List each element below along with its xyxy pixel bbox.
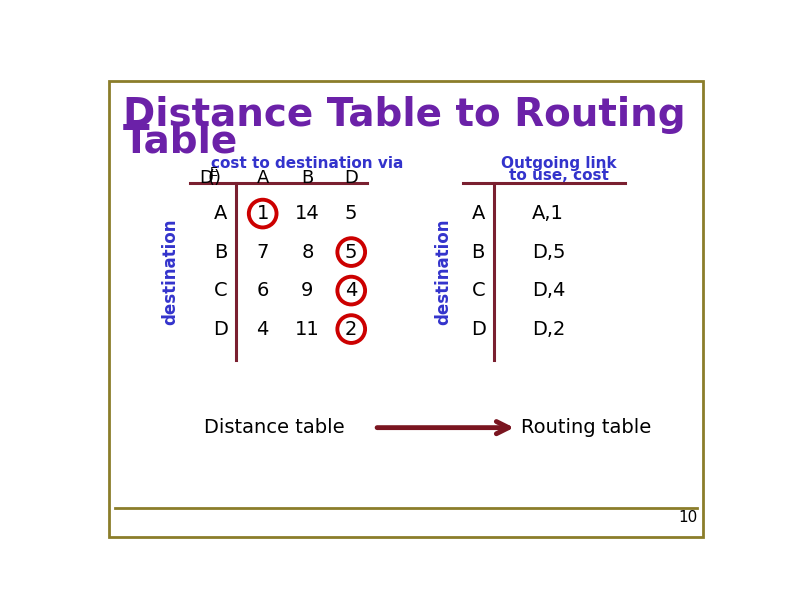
Text: 10: 10	[679, 510, 698, 526]
Text: Routing table: Routing table	[521, 418, 651, 437]
Text: 6: 6	[257, 281, 268, 300]
Text: D: D	[470, 319, 485, 338]
Text: 2: 2	[345, 319, 357, 338]
Text: destination: destination	[162, 218, 179, 324]
Text: A: A	[471, 204, 485, 223]
Text: 5: 5	[345, 204, 357, 223]
Text: 4: 4	[257, 319, 268, 338]
Text: B: B	[301, 169, 314, 187]
Text: A: A	[257, 169, 268, 187]
Text: D: D	[345, 169, 358, 187]
Text: 9: 9	[301, 281, 314, 300]
Text: 1: 1	[257, 204, 268, 223]
Text: Outgoing link: Outgoing link	[501, 156, 617, 171]
Text: C: C	[214, 281, 227, 300]
Text: D: D	[213, 319, 228, 338]
Text: 14: 14	[295, 204, 320, 223]
Text: D,4: D,4	[532, 281, 565, 300]
Text: C: C	[471, 281, 485, 300]
Text: 5: 5	[345, 242, 357, 261]
Text: destination: destination	[435, 218, 453, 324]
Text: E: E	[210, 166, 218, 179]
Text: B: B	[214, 242, 227, 261]
Text: D: D	[200, 169, 213, 187]
Text: cost to destination via: cost to destination via	[211, 156, 404, 171]
Text: to use, cost: to use, cost	[509, 168, 609, 183]
Text: 8: 8	[301, 242, 314, 261]
Text: Table: Table	[123, 123, 238, 161]
Text: A,1: A,1	[532, 204, 564, 223]
Text: Distance Table to Routing: Distance Table to Routing	[123, 95, 685, 134]
Text: A: A	[214, 204, 227, 223]
Text: Distance table: Distance table	[204, 418, 345, 437]
Text: (): ()	[208, 169, 222, 187]
Text: 11: 11	[295, 319, 320, 338]
Text: 7: 7	[257, 242, 268, 261]
Text: D,2: D,2	[532, 319, 565, 338]
Text: 4: 4	[345, 281, 357, 300]
Text: B: B	[471, 242, 485, 261]
Text: D,5: D,5	[532, 242, 565, 261]
